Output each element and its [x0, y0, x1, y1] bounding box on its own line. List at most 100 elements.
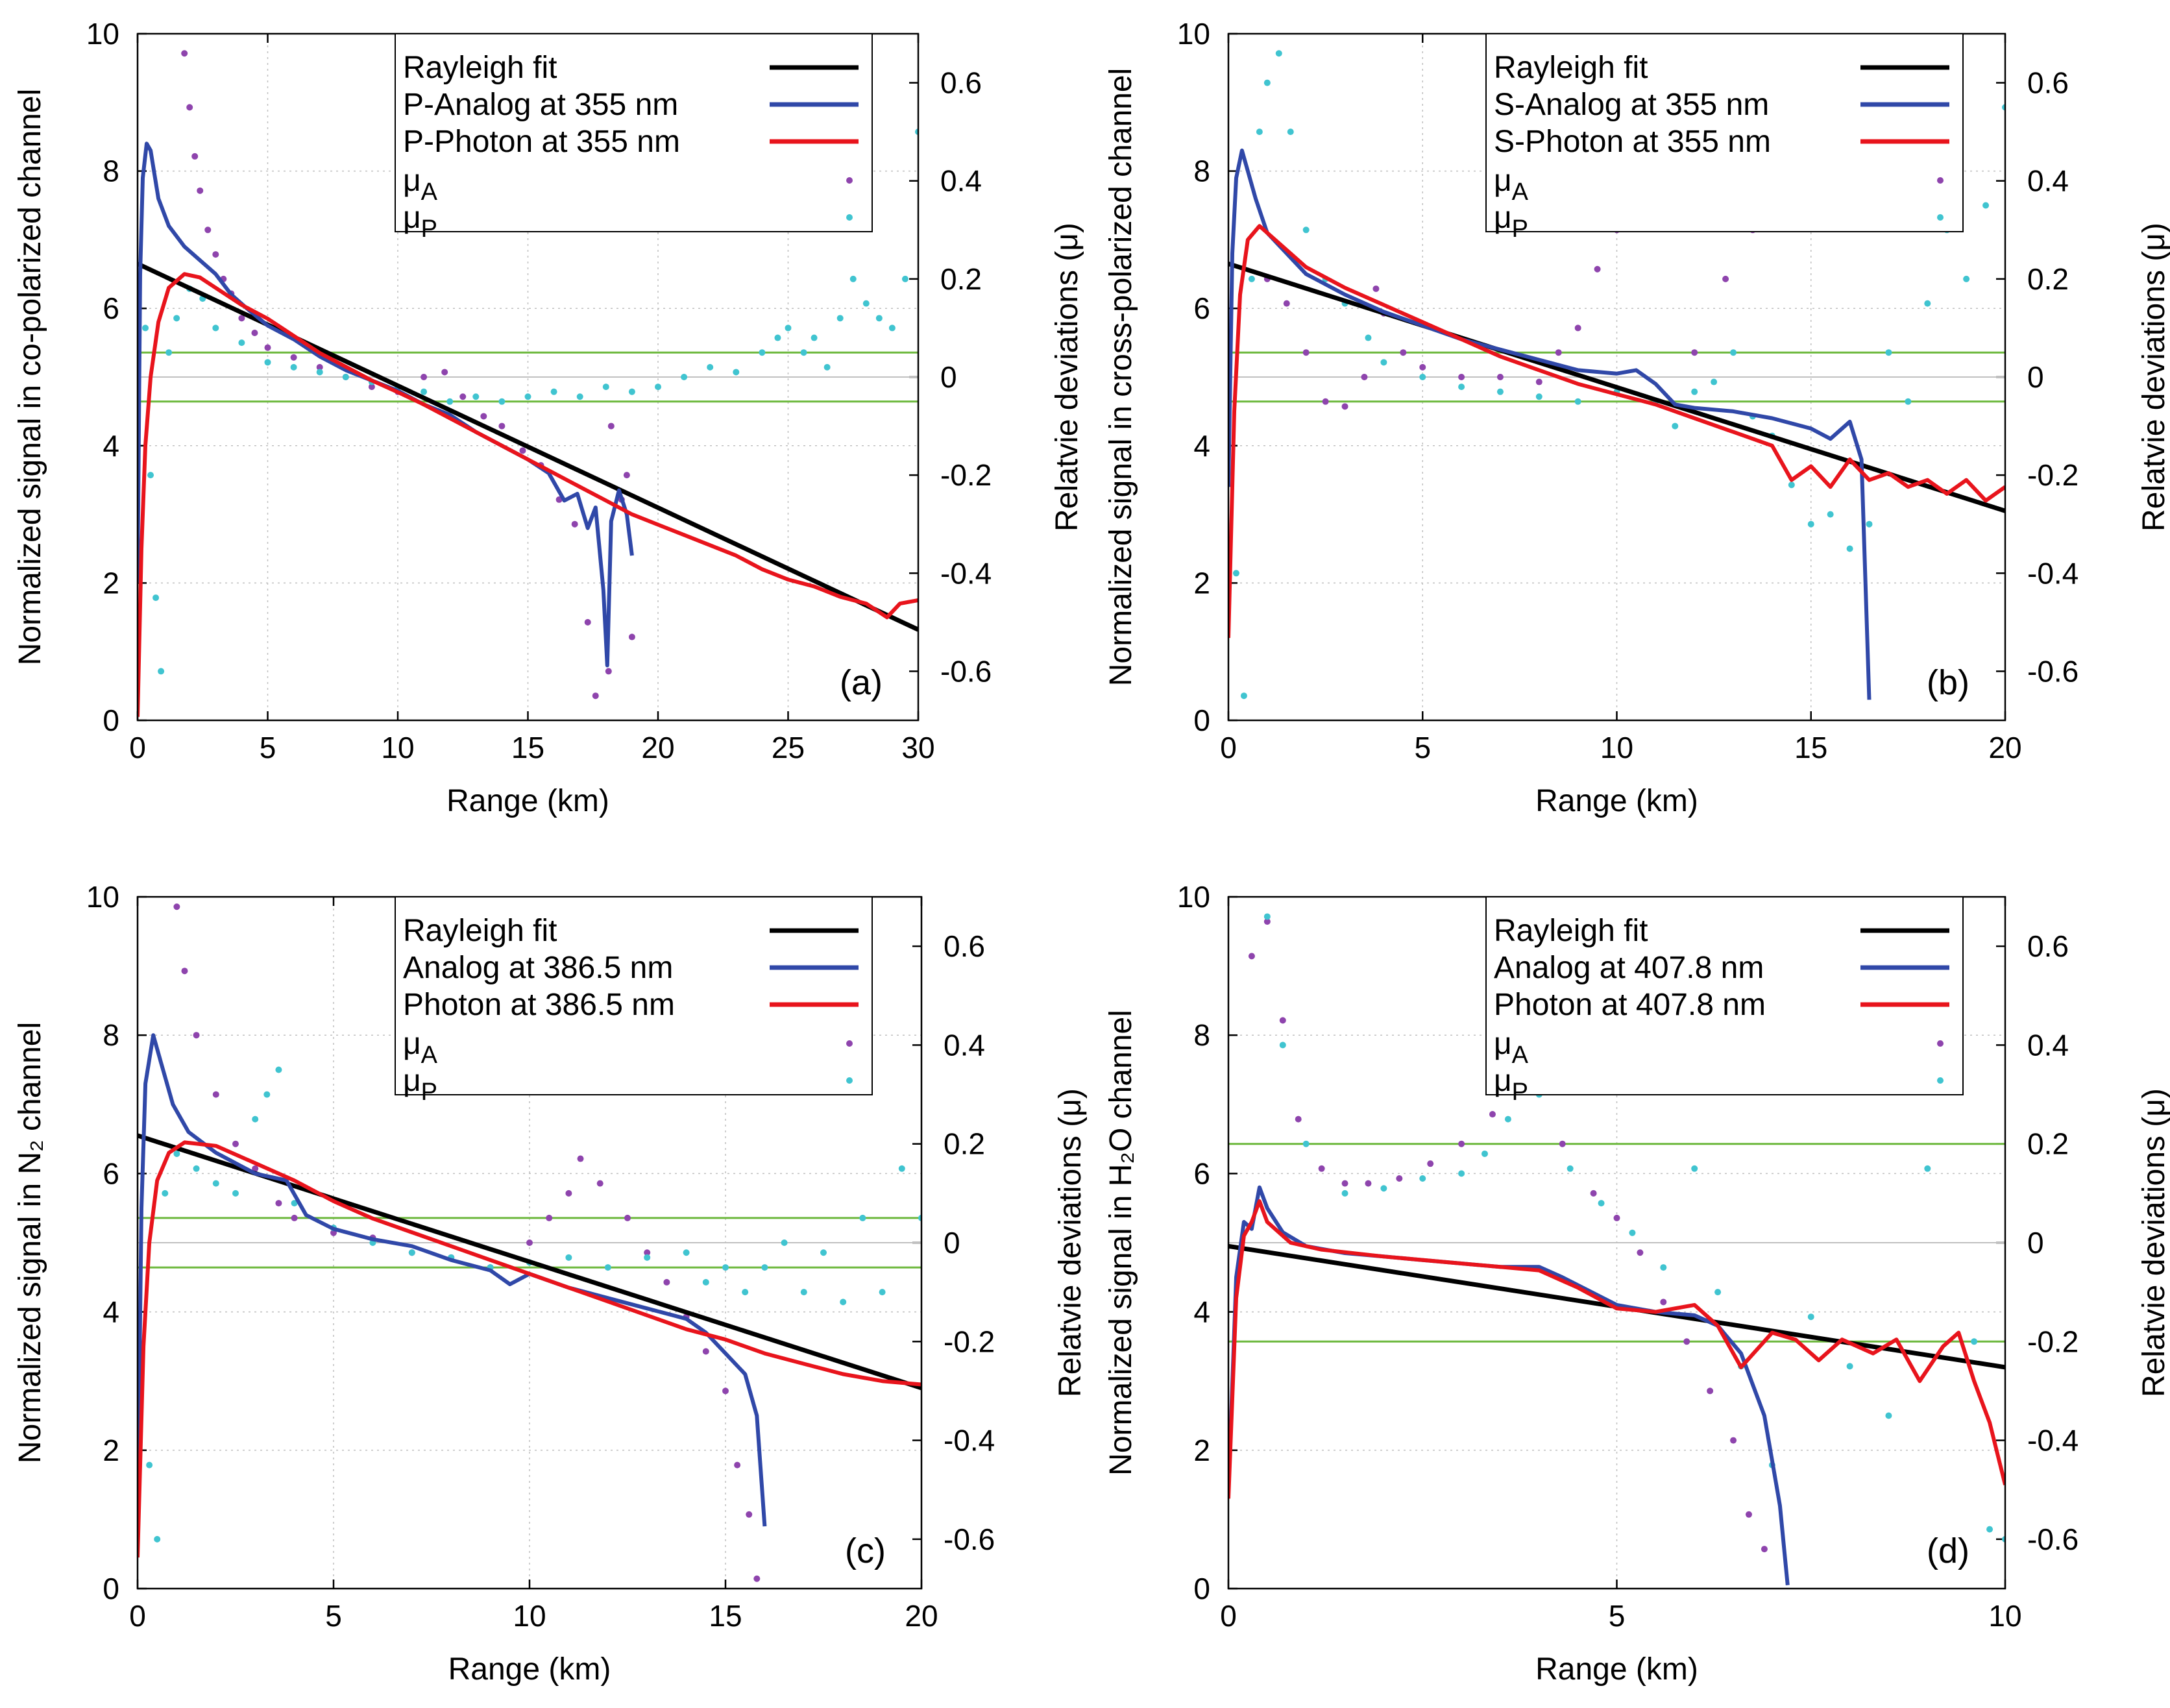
mu-p-point: [316, 369, 323, 376]
mu-p-point: [1380, 359, 1387, 366]
y2-tick-label: -0.2: [2027, 458, 2079, 492]
photon-line: [1228, 1199, 2005, 1499]
y2-tick-label: -0.2: [940, 458, 992, 492]
mu-p-point: [1866, 520, 1873, 528]
mu-p-point: [173, 1150, 180, 1157]
x-tick-label: 5: [1609, 1599, 1626, 1633]
y-tick-label: 6: [1193, 1156, 1210, 1190]
y2-tick-label: -0.2: [944, 1324, 995, 1358]
mu-p-point: [550, 388, 557, 395]
mu-p-point: [275, 1066, 282, 1073]
mu-p-point: [446, 398, 454, 405]
legend-label-mu-a: μA: [1494, 1027, 1529, 1069]
y2-tick-label: -0.4: [2027, 556, 2079, 590]
mu-p-point: [165, 349, 173, 356]
photon-line: [138, 272, 918, 717]
legend-point-swatch: [1937, 177, 1944, 184]
y2-tick-label: 0: [940, 360, 957, 394]
mu-a-point: [290, 354, 297, 361]
mu-p-point: [898, 1165, 905, 1172]
mu-a-point: [232, 1140, 239, 1147]
mu-p-point: [859, 1214, 866, 1221]
mu-p-point: [785, 324, 792, 332]
y2-tick-label: 0: [2027, 1226, 2044, 1260]
y-tick-label: 6: [103, 291, 119, 325]
y2-tick-label: 0.4: [940, 164, 982, 198]
mu-p-point: [1827, 511, 1834, 518]
mu-a-point: [1400, 349, 1407, 356]
mu-p-point: [1263, 913, 1271, 920]
legend-label: Photon at 407.8 nm: [1494, 988, 1766, 1022]
mu-p-point: [1885, 349, 1892, 356]
mu-p-point: [342, 374, 349, 380]
mu-a-point: [519, 447, 526, 454]
panel-tag: (a): [840, 663, 883, 702]
y2-tick-label: -0.6: [2027, 1522, 2079, 1556]
mu-a-point: [1683, 1338, 1690, 1345]
legend-label: P-Photon at 355 nm: [403, 125, 680, 159]
mu-a-point: [596, 1180, 603, 1187]
mu-a-point: [1707, 1387, 1714, 1395]
y-axis-label: Normalized signal in cross-polarized cha…: [1104, 68, 1138, 686]
mu-p-point: [1730, 349, 1737, 356]
legend-label-mu-a: μA: [403, 164, 438, 206]
mu-p-point: [1302, 226, 1310, 234]
panel-tag: (c): [845, 1531, 886, 1570]
y2-tick-label: 0.4: [2027, 164, 2069, 198]
mu-a-point: [197, 187, 204, 194]
mu-p-point: [1598, 1200, 1605, 1207]
mu-a-point: [1279, 1017, 1286, 1024]
mu-a-point: [722, 1387, 729, 1395]
mu-a-point: [1427, 1160, 1434, 1167]
mu-a-point: [421, 374, 428, 380]
mu-p-point: [879, 1289, 886, 1296]
legend-label: Rayleigh fit: [403, 914, 557, 948]
legend-mu-subscript: A: [421, 1042, 438, 1069]
mu-p-point: [1807, 1313, 1814, 1321]
mu-a-point: [1496, 374, 1504, 380]
mu-a-point: [1745, 1511, 1752, 1518]
mu-p-point: [1885, 1412, 1892, 1419]
mu-p-point: [840, 1299, 847, 1306]
legend-mu-subscript: P: [1512, 215, 1528, 243]
panel-a: 0 5 10 15 20 25 30 0 2 4 6 8 10 -0.6 -0.4 -0.2 0 0.2 0.4 0.…: [13, 17, 1084, 818]
mu-p-point: [1504, 1116, 1511, 1123]
mu-a-point: [480, 413, 487, 420]
legend-mu-subscript: P: [421, 215, 437, 243]
mu-p-point: [264, 359, 271, 366]
y2-axis-label: Relatvie deviations (μ): [1050, 223, 1084, 531]
x-tick-label: 10: [1988, 1599, 2021, 1633]
y-tick-label: 0: [103, 703, 119, 737]
y-tick-label: 2: [1193, 1434, 1210, 1467]
mu-a-point: [212, 1091, 219, 1098]
mu-a-point: [1691, 349, 1698, 356]
mu-a-point: [191, 152, 199, 160]
y-tick-label: 2: [1193, 566, 1210, 600]
mu-p-point: [655, 384, 661, 391]
y-tick-label: 2: [103, 566, 119, 600]
y-tick-label: 2: [103, 1434, 119, 1467]
mu-p-point: [498, 398, 506, 405]
mu-p-point: [875, 315, 883, 322]
y-tick-label: 4: [1193, 429, 1210, 463]
y2-tick-label: 0.6: [2027, 929, 2069, 963]
x-axis-label: Range (km): [1535, 784, 1698, 818]
mu-p-point: [1240, 692, 1247, 700]
mu-p-point: [888, 324, 896, 332]
y2-tick-label: -0.6: [944, 1522, 995, 1556]
mu-a-point: [1594, 265, 1601, 273]
mu-a-point: [753, 1575, 761, 1582]
mu-a-point: [1341, 403, 1348, 410]
mu-p-point: [681, 374, 688, 380]
y2-tick-label: 0: [2027, 360, 2044, 394]
mu-a-point: [1458, 1140, 1465, 1147]
mu-a-point: [275, 1200, 282, 1207]
legend-mu-subscript: P: [421, 1079, 437, 1106]
x-tick-label: 0: [1220, 731, 1237, 764]
mu-a-point: [1535, 378, 1542, 385]
mu-a-point: [1295, 1116, 1302, 1123]
mu-p-point: [193, 1165, 200, 1172]
mu-p-point: [154, 1535, 161, 1543]
mu-p-point: [1365, 334, 1372, 341]
mu-a-point: [592, 692, 599, 700]
